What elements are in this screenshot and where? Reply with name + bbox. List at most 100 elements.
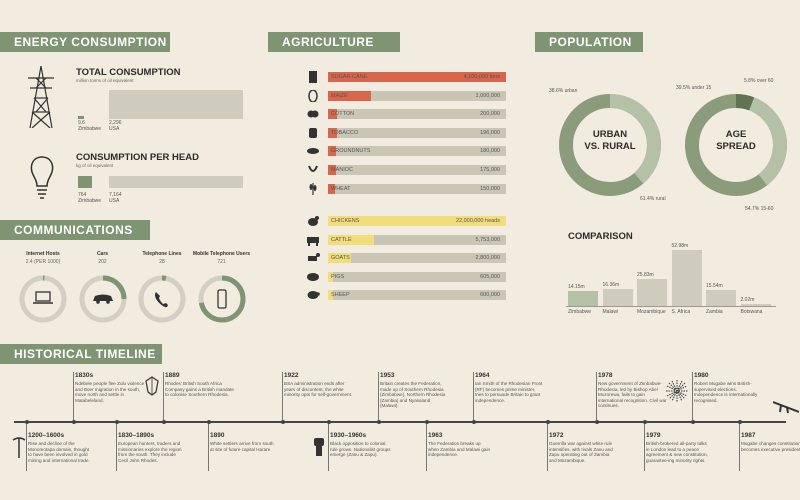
agri-bar-fill <box>328 216 506 226</box>
agri-bar-value: 180,000 <box>480 148 500 155</box>
agri-bar-value: 600,000 <box>480 292 500 299</box>
timeline-text: Robert Mugabe wins British-supervised el… <box>694 381 758 403</box>
agri-bar-track: GROUNDNUTS 180,000 <box>328 146 506 157</box>
timeline-year: 1978 <box>598 372 613 379</box>
timeline-section-header: HISTORICAL TIMELINE <box>0 344 162 364</box>
agri-bar-track: TOBACCO 196,000 <box>328 127 506 138</box>
spread-title: SPREAD <box>716 141 756 152</box>
timeline-year: 1890 <box>210 432 225 439</box>
agri-bar-label: CATTLE <box>331 236 352 243</box>
sugar-cane-icon <box>309 71 317 83</box>
timeline-text: British-brokered all-party talks in Lond… <box>646 441 708 463</box>
agri-bar-track: COTTON 200,000 <box>328 109 506 120</box>
tobacco-icon <box>309 127 317 138</box>
timeline-text: The Federation breaks up when Zambia and… <box>428 441 491 457</box>
timeline-year: 1930–1960s <box>330 432 367 439</box>
agri-bar-track: SUGAR CANE 4,100,000 tons <box>328 72 506 82</box>
agri-bar-fill <box>328 146 336 157</box>
agri-bar-value: 22,000,000 heads <box>455 218 500 224</box>
agri-bar-value: 150,000 <box>480 185 500 192</box>
total-zw-bar <box>78 116 84 119</box>
manioc-icon <box>308 165 318 172</box>
wheat-icon <box>309 182 317 195</box>
agri-bar-fill <box>328 109 337 120</box>
raised-fist-icon <box>314 438 324 456</box>
agri-bar-label: SUGAR CANE <box>331 74 368 80</box>
agri-row-maize: MAIZE 1,000,000 <box>306 89 506 103</box>
agri-bar-fill <box>328 90 371 101</box>
head-us-label: USA <box>109 198 120 204</box>
timeline-year: 1889 <box>165 372 180 379</box>
timeline-connector <box>473 372 474 422</box>
agri-row-goats: GOATS 2,800,000 <box>306 251 506 265</box>
agri-bar-track: MANIOC 175,000 <box>328 165 506 175</box>
rural-label: 61.4% rural <box>640 196 666 202</box>
timeline-connector <box>596 372 597 422</box>
agri-bar-label: SHEEP <box>331 292 350 299</box>
timeline-dot <box>161 420 166 424</box>
agri-bar-label: GROUNDNUTS <box>331 148 371 155</box>
comparison-baseline <box>566 306 776 307</box>
comparison-value-4: 15.54m <box>706 282 723 289</box>
agri-row-cattle: CATTLE 5,753,000 <box>306 233 506 247</box>
timeline-year: 1979 <box>646 432 661 439</box>
agri-row-cotton: COTTON 200,000 <box>306 107 506 121</box>
agri-bar-label: COTTON <box>331 111 355 118</box>
total-us-value: 2,296 <box>109 120 122 126</box>
timeline-dot <box>545 420 550 424</box>
agri-bar-track: SHEEP 600,000 <box>328 290 506 301</box>
over60-label: 5.8% over 60 <box>744 78 774 84</box>
timeline-text: European hunters, traders and missionari… <box>118 441 182 463</box>
agriculture-section-header: AGRICULTURE <box>268 32 400 52</box>
timeline-dot <box>471 420 476 424</box>
celebration-burst-icon <box>666 380 688 402</box>
timeline-dot <box>690 420 695 424</box>
urban-label: 38.6% urban <box>549 88 578 94</box>
timeline-connector <box>116 421 117 471</box>
comparison-title: COMPARISON <box>568 231 633 242</box>
agri-bar-track: GOATS 2,800,000 <box>328 253 506 264</box>
cotton-icon <box>307 110 319 118</box>
timeline-connector <box>73 372 74 422</box>
comm-value-2: 28 <box>159 259 165 265</box>
agri-bar-value: 200,000 <box>480 111 500 118</box>
comparison-country-1: Malawi <box>602 309 619 315</box>
agri-bar-fill <box>328 253 351 264</box>
agri-bar-label: PIGS <box>331 273 345 280</box>
under15-label: 39.5% under 15 <box>676 85 712 91</box>
timeline-text: Black opposition to colonial rule grows.… <box>330 441 391 457</box>
agri-bar-label: MANIOC <box>331 167 353 173</box>
cattle-icon <box>307 236 319 246</box>
timeline-connector <box>328 421 329 471</box>
agri-bar-fill <box>328 271 333 282</box>
total-consumption-title: TOTAL CONSUMPTION <box>76 67 181 78</box>
population-section-header: POPULATION <box>535 32 643 52</box>
timeline-year: 1830s <box>75 372 94 379</box>
comparison-bar-4 <box>706 289 736 306</box>
urban-rural-donut <box>559 94 661 196</box>
car-icon <box>92 294 113 304</box>
timeline-dot <box>737 420 742 424</box>
energy-section-header: ENERGY CONSUMPTION <box>0 32 170 52</box>
agri-bar-fill <box>328 234 375 245</box>
agri-bar-value: 175,000 <box>480 167 500 173</box>
agri-bar-value: 4,100,000 tons <box>463 74 500 80</box>
comm-ring-2 <box>138 275 186 323</box>
consumption-per-head-unit: kg of oil equivalent <box>76 163 114 168</box>
timeline-connector <box>426 421 427 471</box>
timeline-dot <box>594 420 599 424</box>
timeline-axis <box>14 421 786 423</box>
comparison-value-3: 52.98m <box>671 243 689 249</box>
comparison-bar-5 <box>740 303 771 306</box>
timeline-year: 1830–1890s <box>118 432 155 439</box>
agri-bar-track: WHEAT 150,000 <box>328 183 506 194</box>
timeline-text: Rise and decline of the Monomotapa domai… <box>28 441 90 463</box>
agri-bar-value: 1,000,000 <box>475 92 500 99</box>
maize-icon <box>308 89 318 102</box>
total-us-bar <box>109 90 243 119</box>
timeline-connector <box>26 421 27 471</box>
agri-bar-value: 605,000 <box>480 273 500 280</box>
timeline-text: BSA administration ends after years of d… <box>284 381 353 397</box>
timeline-connector <box>208 421 209 471</box>
timeline-dot <box>642 420 647 424</box>
